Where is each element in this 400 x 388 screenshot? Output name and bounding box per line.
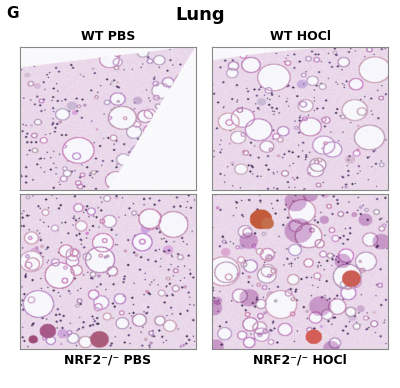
Text: NRF2⁻/⁻ PBS: NRF2⁻/⁻ PBS — [64, 353, 152, 366]
Text: WT HOCl: WT HOCl — [270, 29, 330, 43]
Text: WT PBS: WT PBS — [81, 29, 135, 43]
Text: G: G — [6, 6, 18, 21]
Text: NRF2⁻/⁻ HOCl: NRF2⁻/⁻ HOCl — [253, 353, 347, 366]
Text: Lung: Lung — [175, 6, 225, 24]
